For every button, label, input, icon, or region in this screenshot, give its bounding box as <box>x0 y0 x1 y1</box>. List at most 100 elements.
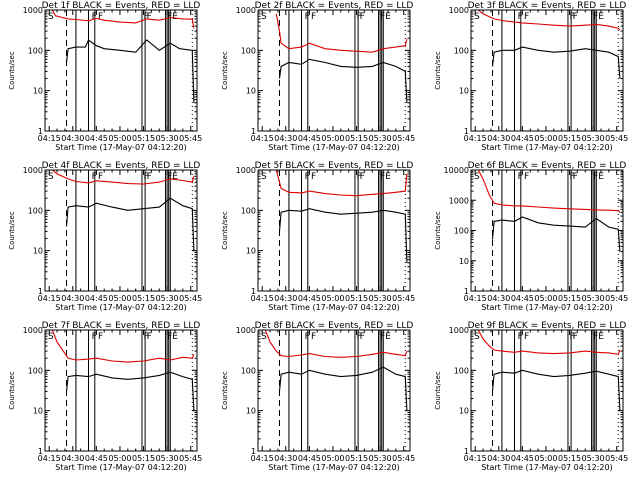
plot-frame <box>470 329 624 452</box>
marker-label: S <box>48 332 54 342</box>
marker-label: F <box>573 172 578 182</box>
lld-series-line <box>264 330 408 358</box>
marker-label: F <box>98 172 103 182</box>
marker-label: F <box>360 172 365 182</box>
x-tick-label: 05:45 <box>179 294 202 303</box>
chart-title: Det 4f BLACK = Events, RED = LLD <box>42 161 201 171</box>
marker-label: F <box>305 332 310 342</box>
plot-frame <box>44 329 198 452</box>
x-axis-label: Start Time (17-May-07 04:12:20) <box>268 303 399 312</box>
chart-title: Det 8f BLACK = Events, RED = LLD <box>255 321 414 331</box>
y-tick-label: 1 <box>251 447 256 456</box>
y-tick-label: 10000 <box>444 166 469 175</box>
events-series-line <box>278 58 408 103</box>
y-tick-label: 10 <box>459 407 469 416</box>
x-tick-label: 05:45 <box>605 454 628 463</box>
x-axis-label: Start Time (17-May-07 04:12:20) <box>268 143 399 152</box>
x-tick-label: 05:45 <box>179 454 202 463</box>
x-tick-label: 04:15 <box>464 454 487 463</box>
y-axis-label: Counts/sec <box>221 371 229 410</box>
x-tick-label: 04:30 <box>61 134 84 143</box>
x-tick-label: 05:45 <box>605 134 628 143</box>
y-tick-label: 1000 <box>449 196 469 205</box>
x-axis-label: Start Time (17-May-07 04:12:20) <box>481 303 612 312</box>
x-tick-label: 04:30 <box>487 134 510 143</box>
marker-label: S <box>48 12 54 22</box>
x-tick-label: 04:45 <box>511 134 534 143</box>
y-tick-label: 100 <box>454 227 469 236</box>
marker-label: F <box>311 332 316 342</box>
lld-series-line <box>477 170 621 213</box>
x-tick-label: 04:45 <box>511 294 534 303</box>
events-series-line <box>491 369 621 411</box>
x-tick-label: 05:30 <box>582 454 605 463</box>
y-tick-label: 10 <box>33 247 43 256</box>
x-tick-label: 05:00 <box>321 134 344 143</box>
x-tick-label: 04:45 <box>85 134 108 143</box>
events-series-line <box>65 371 195 411</box>
marker-label: F <box>524 172 529 182</box>
chart-title: Det 1f BLACK = Events, RED = LLD <box>42 1 201 11</box>
x-tick-label: 05:15 <box>345 134 368 143</box>
lld-series-line <box>275 170 408 197</box>
y-tick-label: 1000 <box>236 6 256 15</box>
marker-label: F <box>518 172 523 182</box>
y-tick-label: 1 <box>464 287 469 296</box>
y-tick-label: 10 <box>246 407 256 416</box>
plot-frame <box>257 169 411 292</box>
marker-label: FE <box>593 12 604 22</box>
x-tick-label: 04:45 <box>511 454 534 463</box>
x-tick-label: 05:00 <box>108 134 131 143</box>
marker-label: FE <box>380 12 391 22</box>
marker-label: S <box>48 172 54 182</box>
lld-series-line <box>51 10 195 29</box>
marker-label: S <box>261 332 267 342</box>
x-tick-label: 05:30 <box>582 134 605 143</box>
y-axis-label: Counts/sec <box>434 371 442 410</box>
x-tick-label: 04:15 <box>38 294 61 303</box>
y-tick-label: 1000 <box>236 326 256 335</box>
x-tick-label: 05:00 <box>534 294 557 303</box>
y-tick-label: 100 <box>241 46 256 55</box>
plot-frame <box>44 9 198 132</box>
y-tick-label: 10 <box>459 257 469 266</box>
x-tick-label: 04:45 <box>298 134 321 143</box>
plot-frame <box>257 9 411 132</box>
marker-label: F <box>357 332 362 342</box>
y-tick-label: 1000 <box>449 6 469 15</box>
x-tick-label: 04:30 <box>61 454 84 463</box>
y-tick-label: 10 <box>246 247 256 256</box>
marker-label: F <box>305 12 310 22</box>
x-tick-label: 05:30 <box>369 134 392 143</box>
x-tick-label: 05:00 <box>108 294 131 303</box>
marker-label: F <box>573 12 578 22</box>
chart-title: Det 3f BLACK = Events, RED = LLD <box>468 1 627 11</box>
y-tick-label: 1000 <box>236 166 256 175</box>
x-axis-label: Start Time (17-May-07 04:12:20) <box>481 463 612 472</box>
marker-label: F <box>144 12 149 22</box>
plot-frame <box>44 169 198 292</box>
y-tick-label: 1 <box>38 287 43 296</box>
x-tick-label: 05:00 <box>321 454 344 463</box>
marker-label: F <box>518 332 523 342</box>
x-tick-label: 05:00 <box>108 454 131 463</box>
x-tick-label: 05:15 <box>345 294 368 303</box>
y-tick-label: 100 <box>241 366 256 375</box>
y-tick-label: 10 <box>33 87 43 96</box>
marker-label: FE <box>593 332 604 342</box>
y-tick-label: 100 <box>28 366 43 375</box>
chart-title: Det 2f BLACK = Events, RED = LLD <box>255 1 414 11</box>
marker-label: F <box>98 12 103 22</box>
marker-label: FE <box>167 12 178 22</box>
events-series-line <box>491 46 621 79</box>
y-tick-label: 1 <box>251 287 256 296</box>
y-axis-label: Counts/sec <box>8 371 16 410</box>
lld-series-line <box>51 330 195 363</box>
y-tick-label: 10 <box>246 87 256 96</box>
